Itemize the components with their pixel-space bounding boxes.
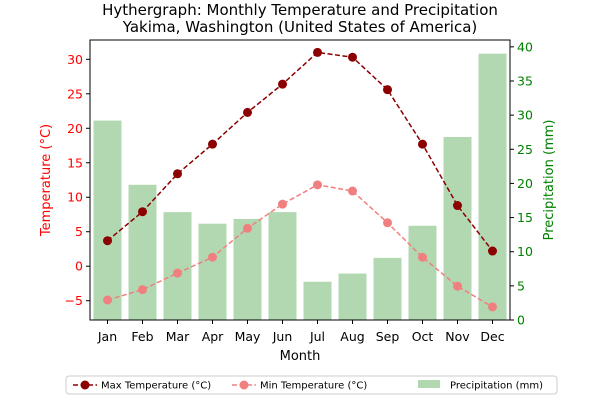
right-axis-tick-label: 25: [517, 142, 533, 157]
right-axis-tick-label: 40: [517, 39, 533, 54]
temperature-lines: [103, 47, 497, 312]
x-axis: Jan Feb Mar Apr May Jun Jul Aug Sep Oct Nov Dec: [97, 320, 505, 344]
right-axis-label: Precipitation (mm): [542, 120, 557, 241]
min-temperature-marker: [103, 295, 112, 305]
precipitation-bar: [268, 212, 297, 320]
legend-max-temp-label: Max Temperature (°C): [101, 381, 211, 392]
min-temperature-marker: [453, 281, 462, 291]
left-axis-label: Temperature (°C): [39, 124, 54, 237]
max-temperature-line: [107, 51, 494, 252]
min-temperature-marker: [348, 186, 357, 196]
chart-subtitle: Yakima, Washington (United States of Ame…: [122, 18, 478, 36]
right-axis-tick-label: 5: [517, 278, 525, 293]
left-axis-tick-label: 5: [75, 224, 83, 239]
max-temperature-marker: [348, 52, 357, 62]
max-temperature-marker: [383, 85, 392, 95]
max-temperature-marker: [313, 47, 322, 57]
right-axis-tick-label: 10: [517, 244, 533, 259]
min-temperature-marker: [138, 285, 147, 295]
left-axis-tick-label: 20: [67, 121, 83, 136]
right-axis: 0 5 10 15 20 25 30 35 40: [510, 39, 533, 328]
right-axis-tick-label: 35: [517, 73, 533, 88]
right-axis-tick-label: 20: [517, 176, 533, 191]
chart-title: Hythergraph: Monthly Temperature and Pre…: [102, 1, 498, 19]
max-temperature-marker: [418, 139, 427, 149]
right-axis-tick-label: 0: [517, 313, 525, 328]
legend-min-temp-label: Min Temperature (°C): [260, 381, 367, 392]
precipitation-bar: [338, 273, 367, 320]
left-axis-tick-label: −5: [65, 293, 83, 308]
right-axis-tick-label: 15: [517, 210, 533, 225]
left-axis: −5 0 5 10 15 20 25 30: [65, 52, 90, 308]
min-temperature-marker: [418, 252, 427, 262]
max-temperature-marker: [103, 236, 112, 246]
x-axis-tick-label: Oct: [412, 329, 434, 344]
left-axis-tick-label: 30: [67, 52, 83, 67]
min-temperature-line: [107, 184, 493, 308]
min-temperature-marker: [278, 199, 287, 209]
legend-precip-swatch: [418, 380, 440, 388]
x-axis-tick-label: May: [235, 329, 261, 344]
max-temperature-marker: [453, 201, 462, 211]
x-axis-tick-label: Aug: [340, 329, 364, 344]
min-temperature-marker: [313, 180, 322, 190]
x-axis-label: Month: [280, 349, 321, 364]
max-temperature-marker: [278, 79, 287, 89]
max-temperature-marker: [208, 139, 217, 149]
x-axis-tick-label: Nov: [445, 329, 470, 344]
min-temperature-marker: [243, 223, 252, 233]
right-axis-tick-label: 30: [517, 108, 533, 123]
x-axis-tick-label: Dec: [480, 329, 504, 344]
legend-precip-label: Precipitation (mm): [450, 381, 543, 392]
precipitation-bar: [233, 218, 262, 320]
min-temperature-marker: [173, 268, 182, 278]
precipitation-bar: [163, 212, 192, 320]
max-temperature-marker: [243, 107, 252, 117]
x-axis-tick-label: Sep: [376, 329, 400, 344]
min-temperature-marker: [383, 218, 392, 228]
legend-max-temp-swatch-marker: [80, 380, 90, 390]
x-axis-tick-label: Jul: [309, 329, 325, 344]
legend-min-temp-swatch-marker: [239, 380, 249, 390]
x-axis-tick-label: Jun: [272, 329, 293, 344]
precipitation-bar: [93, 120, 122, 320]
plot-frame: [89, 39, 511, 321]
x-axis-tick-label: Jan: [97, 329, 117, 344]
left-axis-tick-label: 15: [67, 155, 83, 170]
min-temperature-marker: [488, 302, 497, 312]
precipitation-bar: [478, 53, 507, 320]
precipitation-bar: [128, 184, 157, 320]
x-axis-tick-label: Apr: [202, 329, 224, 344]
max-temperature-marker: [173, 169, 182, 179]
precipitation-bar: [373, 257, 402, 320]
legend: Max Temperature (°C) Min Temperature (°C…: [65, 375, 558, 395]
precipitation-bar: [198, 223, 227, 320]
min-temperature-marker: [208, 252, 217, 262]
precipitation-bars: [93, 53, 507, 320]
left-axis-tick-label: 0: [75, 259, 83, 274]
left-axis-tick-label: 10: [67, 190, 83, 205]
x-axis-tick-label: Mar: [166, 329, 190, 344]
precipitation-bar: [303, 281, 332, 320]
x-axis-tick-label: Feb: [131, 329, 153, 344]
max-temperature-marker: [138, 207, 147, 217]
left-axis-tick-label: 25: [67, 86, 83, 101]
precipitation-bar: [408, 225, 437, 320]
max-temperature-marker: [488, 246, 497, 256]
